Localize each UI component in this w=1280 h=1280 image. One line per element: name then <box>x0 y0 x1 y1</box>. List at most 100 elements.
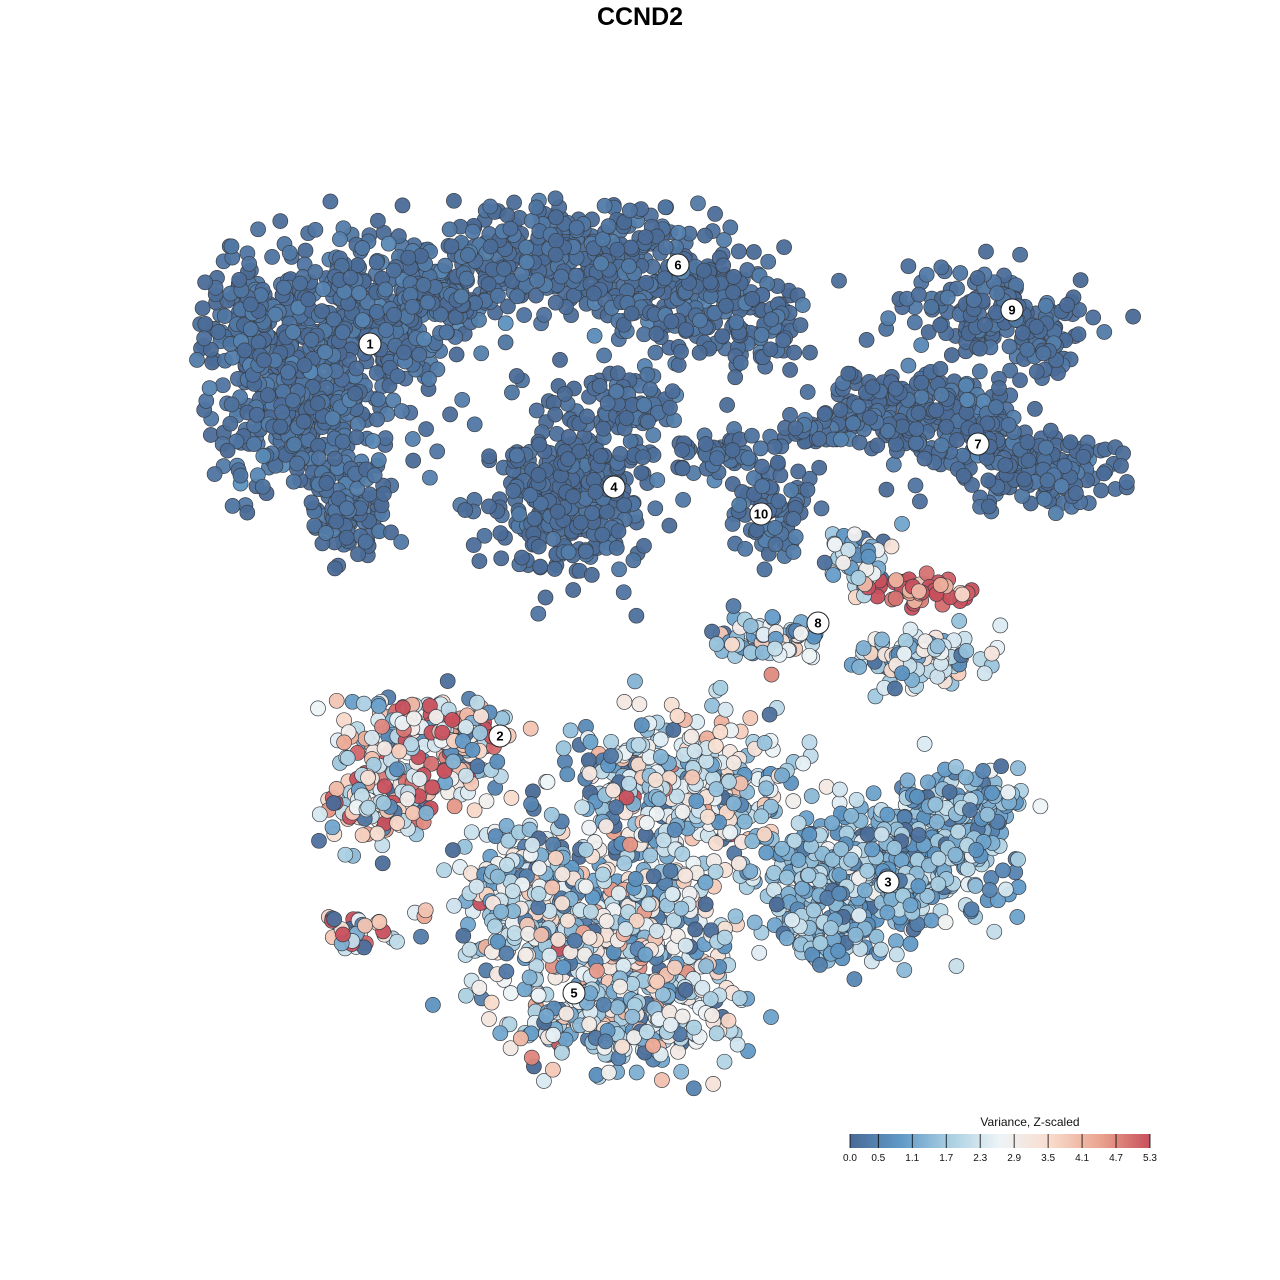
cell-point <box>801 734 818 751</box>
cell-point <box>425 997 441 1013</box>
cell-point <box>264 249 280 265</box>
cell-point <box>503 985 519 1001</box>
cell-point <box>547 294 564 311</box>
cell-point <box>581 929 598 946</box>
cell-point <box>504 384 520 401</box>
cell-point <box>595 996 612 1013</box>
cell-point <box>445 753 462 770</box>
cell-point <box>374 718 390 735</box>
cell-point <box>530 987 547 1004</box>
cell-point <box>325 795 342 811</box>
cell-point <box>559 766 576 783</box>
cell-point <box>281 244 298 261</box>
cell-point <box>673 900 690 917</box>
cell-point <box>562 722 579 739</box>
cell-point <box>608 383 625 400</box>
cell-point <box>365 433 381 449</box>
cell-point <box>712 724 729 740</box>
cell-point <box>963 901 980 918</box>
cell-point <box>975 763 991 779</box>
cell-point <box>274 404 290 421</box>
cell-point <box>596 347 612 364</box>
cell-point <box>472 725 488 741</box>
cell-point <box>364 729 380 746</box>
cell-point <box>767 519 783 536</box>
cell-point <box>783 482 800 499</box>
cell-point <box>528 287 544 304</box>
cell-point <box>697 896 714 913</box>
cell-point <box>811 431 828 447</box>
cell-point <box>698 958 714 975</box>
cell-point <box>730 243 747 260</box>
cell-point <box>732 354 749 371</box>
cell-point <box>770 454 786 471</box>
cell-point <box>859 826 876 843</box>
cell-point <box>708 835 724 851</box>
cell-point <box>349 416 366 433</box>
cell-point <box>662 863 679 879</box>
cell-point <box>989 285 1005 302</box>
cell-point <box>307 221 324 238</box>
cell-point <box>932 360 949 377</box>
cell-point <box>754 458 770 475</box>
cell-point <box>705 1076 722 1092</box>
cell-point <box>276 279 292 296</box>
cell-point <box>948 759 964 775</box>
cell-point <box>885 456 902 473</box>
cell-point <box>581 819 598 836</box>
cell-point <box>1056 458 1073 474</box>
cell-point <box>697 874 714 891</box>
cell-point <box>888 933 904 950</box>
cell-point <box>616 694 633 710</box>
cell-point <box>717 701 734 718</box>
cell-point <box>368 254 385 271</box>
cell-point <box>1019 341 1036 358</box>
cell-point <box>971 363 988 380</box>
cell-point <box>310 450 327 467</box>
cell-point <box>481 1011 497 1027</box>
cell-point <box>916 450 933 467</box>
cell-point <box>851 434 868 451</box>
cell-point <box>618 410 635 426</box>
cell-point <box>865 785 882 802</box>
cell-point <box>879 423 896 439</box>
cell-point <box>206 466 223 482</box>
cell-point <box>912 493 928 510</box>
cell-point <box>1009 909 1026 925</box>
cell-point <box>981 498 997 515</box>
cell-point <box>805 902 822 919</box>
cell-point <box>389 761 405 778</box>
cell-point <box>586 327 603 344</box>
cell-point <box>959 861 976 877</box>
cell-point <box>272 418 289 435</box>
cell-point <box>763 666 780 683</box>
cell-point <box>645 427 662 443</box>
cell-point <box>267 306 284 323</box>
cell-point <box>1096 465 1112 482</box>
cell-point <box>751 944 768 961</box>
cell-point <box>684 769 701 786</box>
cell-point <box>766 439 783 455</box>
cell-point <box>482 198 499 215</box>
cell-point <box>1014 488 1030 504</box>
cell-point <box>423 755 440 772</box>
cell-point <box>933 259 950 276</box>
cell-point <box>498 963 515 980</box>
cell-point <box>928 402 945 419</box>
cell-point <box>908 435 924 451</box>
cell-point <box>794 297 811 313</box>
cell-point <box>497 315 514 332</box>
cell-point <box>790 852 807 868</box>
cell-point <box>436 862 452 879</box>
cell-point <box>846 526 863 543</box>
cell-point <box>1010 760 1026 777</box>
cell-point <box>194 300 211 317</box>
cell-point <box>719 397 735 413</box>
cell-point <box>639 366 656 383</box>
cell-point <box>594 231 611 248</box>
cell-point <box>950 823 967 840</box>
cell-point <box>900 357 917 374</box>
cell-point <box>250 221 266 238</box>
cell-point <box>731 855 747 872</box>
